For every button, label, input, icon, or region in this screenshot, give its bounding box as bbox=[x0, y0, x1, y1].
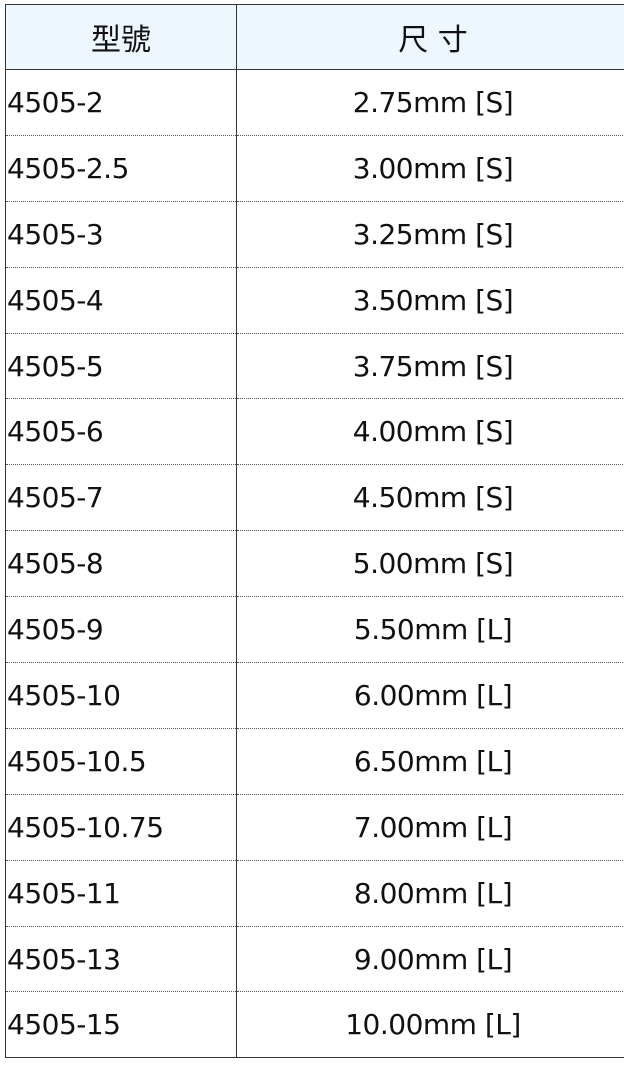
table-row: 4505-8 5.00mm [S] bbox=[5, 530, 624, 598]
model-cell: 4505-5 bbox=[5, 332, 237, 400]
model-cell: 4505-13 bbox=[5, 925, 237, 993]
table-row: 4505-3 3.25mm [S] bbox=[5, 200, 624, 268]
model-cell: 4505-3 bbox=[5, 200, 237, 268]
model-cell: 4505-11 bbox=[5, 859, 237, 927]
size-cell: 2.75mm [S] bbox=[236, 69, 624, 136]
table-row: 4505-15 10.00mm [L] bbox=[5, 991, 624, 1059]
size-table: 型號 尺 寸 4505-2 2.75mm [S] 4505-2.5 3.00mm [S… bbox=[5, 4, 624, 1059]
size-cell: 3.00mm [S] bbox=[236, 134, 624, 202]
size-cell: 9.00mm [L] bbox=[236, 925, 624, 993]
model-cell: 4505-4 bbox=[5, 266, 237, 334]
table-row: 4505-10.5 6.50mm [L] bbox=[5, 727, 624, 795]
size-cell: 5.50mm [L] bbox=[236, 596, 624, 664]
table-row: 4505-2.5 3.00mm [S] bbox=[5, 134, 624, 202]
column-header-size: 尺 寸 bbox=[236, 4, 624, 70]
size-cell: 4.00mm [S] bbox=[236, 398, 624, 466]
size-cell: 3.50mm [S] bbox=[236, 266, 624, 334]
header-row: 型號 尺 寸 bbox=[5, 4, 624, 70]
table-row: 4505-5 3.75mm [S] bbox=[5, 332, 624, 400]
size-cell: 8.00mm [L] bbox=[236, 859, 624, 927]
model-cell: 4505-7 bbox=[5, 464, 237, 532]
model-cell: 4505-6 bbox=[5, 398, 237, 466]
model-cell: 4505-15 bbox=[5, 991, 237, 1059]
table-row: 4505-10 6.00mm [L] bbox=[5, 662, 624, 729]
size-cell: 7.00mm [L] bbox=[236, 793, 624, 861]
size-cell: 6.00mm [L] bbox=[236, 662, 624, 729]
size-cell: 3.75mm [S] bbox=[236, 332, 624, 400]
size-cell: 5.00mm [S] bbox=[236, 530, 624, 598]
table-row: 4505-13 9.00mm [L] bbox=[5, 925, 624, 993]
model-cell: 4505-8 bbox=[5, 530, 237, 598]
table-row: 4505-4 3.50mm [S] bbox=[5, 266, 624, 334]
table-row: 4505-11 8.00mm [L] bbox=[5, 859, 624, 927]
size-cell: 4.50mm [S] bbox=[236, 464, 624, 532]
table-row: 4505-6 4.00mm [S] bbox=[5, 398, 624, 466]
model-cell: 4505-2 bbox=[5, 69, 237, 136]
model-cell: 4505-2.5 bbox=[5, 134, 237, 202]
table-row: 4505-7 4.50mm [S] bbox=[5, 464, 624, 532]
table-row: 4505-9 5.50mm [L] bbox=[5, 596, 624, 664]
size-cell: 6.50mm [L] bbox=[236, 727, 624, 795]
model-cell: 4505-10.75 bbox=[5, 793, 237, 861]
size-cell: 10.00mm [L] bbox=[236, 991, 624, 1059]
table-row: 4505-10.75 7.00mm [L] bbox=[5, 793, 624, 861]
model-cell: 4505-10 bbox=[5, 662, 237, 729]
model-cell: 4505-10.5 bbox=[5, 727, 237, 795]
table-row: 4505-2 2.75mm [S] bbox=[5, 69, 624, 136]
size-cell: 3.25mm [S] bbox=[236, 200, 624, 268]
model-cell: 4505-9 bbox=[5, 596, 237, 664]
column-header-model: 型號 bbox=[5, 4, 237, 70]
